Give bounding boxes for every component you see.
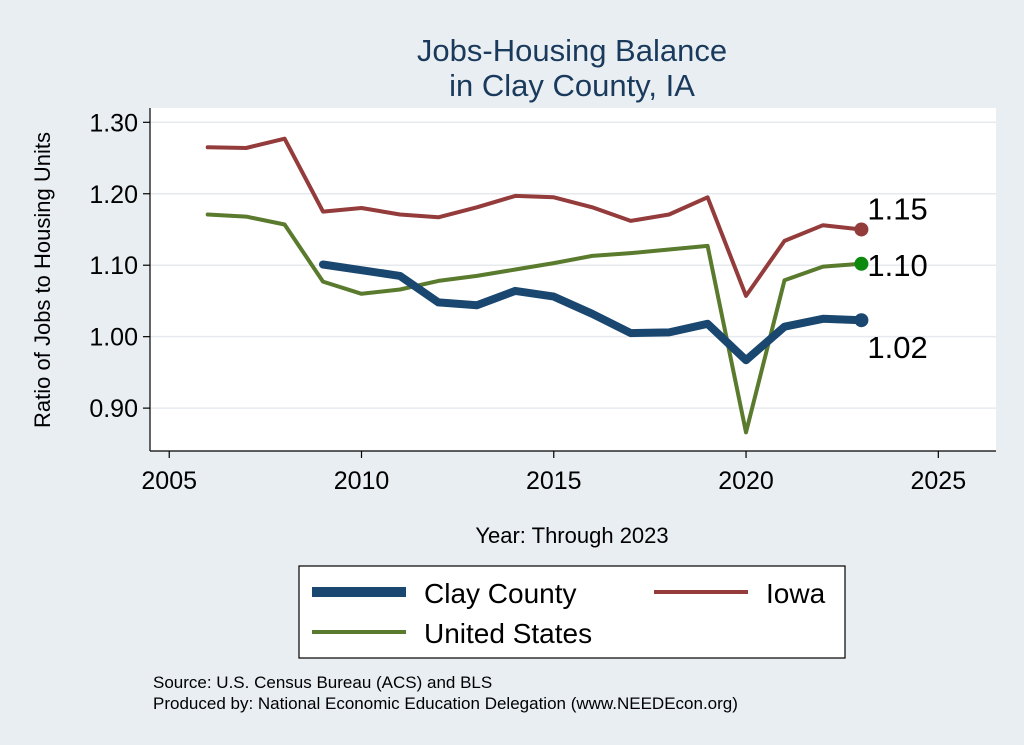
axes: [149, 108, 996, 452]
x-axis-ticks: 2005 2010 2015 2020 2025: [141, 451, 966, 495]
y-tick-label: 1.00: [89, 324, 138, 352]
legend-label-iowa: Iowa: [766, 578, 826, 609]
plot-area: [150, 108, 996, 451]
series-line-iowa: [205, 136, 864, 298]
chart-title-line-2: in Clay County, IA: [449, 68, 695, 103]
series-line-clay-county: [319, 260, 866, 365]
producer-note: Produced by: National Economic Education…: [153, 694, 738, 713]
y-tick-label: 0.90: [89, 395, 138, 423]
legend-box: [298, 565, 846, 659]
source-note: Source: U.S. Census Bureau (ACS) and BLS: [153, 673, 492, 692]
end-value-label-iowa: 1.15: [867, 191, 927, 226]
x-tick-label: 2010: [334, 467, 390, 495]
chart-title-line-1: Jobs-Housing Balance: [417, 33, 727, 68]
end-marker-united-states: [854, 256, 869, 271]
y-tick-label: 1.20: [89, 181, 138, 209]
end-value-label-clay-county: 1.02: [867, 330, 927, 365]
series-lines: [205, 136, 866, 435]
y-tick-label: 1.10: [89, 252, 138, 280]
end-value-label-united-states: 1.10: [867, 248, 927, 283]
y-tick-label: 1.30: [89, 109, 138, 137]
x-tick-label: 2005: [141, 467, 197, 495]
end-marker-iowa: [854, 222, 869, 237]
legend-label-clay-county: Clay County: [424, 578, 577, 609]
y-axis-ticks: 0.90 1.00 1.10 1.20 1.30: [89, 109, 150, 423]
x-tick-label: 2025: [911, 467, 967, 495]
x-tick-label: 2015: [526, 467, 582, 495]
end-markers: 1.15 1.10 1.02: [854, 191, 928, 365]
end-marker-clay-county: [854, 313, 869, 328]
y-axis-label: Ratio of Jobs to Housing Units: [30, 132, 55, 428]
x-tick-label: 2020: [718, 467, 774, 495]
x-axis-label: Year: Through 2023: [475, 523, 668, 548]
series-line-united-states: [205, 212, 864, 435]
legend: Clay County Iowa United States: [298, 565, 846, 659]
legend-label-united-states: United States: [424, 618, 592, 649]
